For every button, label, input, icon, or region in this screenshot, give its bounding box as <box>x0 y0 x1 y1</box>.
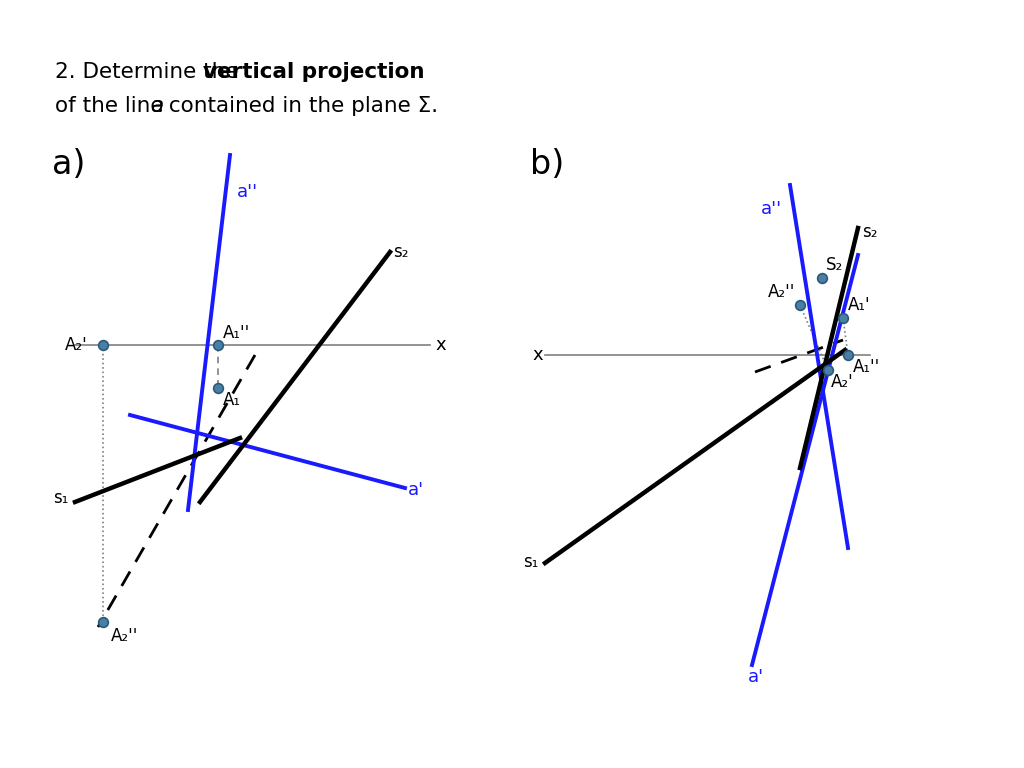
Text: A₂'': A₂'' <box>111 627 138 645</box>
Text: A₁: A₁ <box>223 391 241 409</box>
Text: contained in the plane Σ.: contained in the plane Σ. <box>162 96 438 116</box>
Text: vertical projection: vertical projection <box>203 62 425 82</box>
Text: s₂: s₂ <box>393 243 409 261</box>
Text: s₂: s₂ <box>862 223 878 241</box>
Text: A₂': A₂' <box>831 373 854 391</box>
Text: S₂: S₂ <box>826 256 843 274</box>
Text: a: a <box>150 96 163 116</box>
Text: A₁'': A₁'' <box>853 358 881 376</box>
Text: x: x <box>435 336 445 354</box>
Text: A₂': A₂' <box>65 336 88 354</box>
Text: a'': a'' <box>237 183 258 201</box>
Text: 2. Determine the: 2. Determine the <box>55 62 246 82</box>
Text: a): a) <box>52 148 85 181</box>
Text: s₁: s₁ <box>52 489 68 507</box>
Text: s₁: s₁ <box>522 553 538 571</box>
Text: A₁': A₁' <box>848 296 870 314</box>
Text: A₁'': A₁'' <box>223 324 250 342</box>
Text: x: x <box>532 346 543 364</box>
Text: A₂'': A₂'' <box>768 283 795 301</box>
Text: a'': a'' <box>761 200 782 218</box>
Text: a': a' <box>408 481 424 499</box>
Text: b): b) <box>530 148 564 181</box>
Text: of the line: of the line <box>55 96 170 116</box>
Text: a': a' <box>748 668 764 686</box>
